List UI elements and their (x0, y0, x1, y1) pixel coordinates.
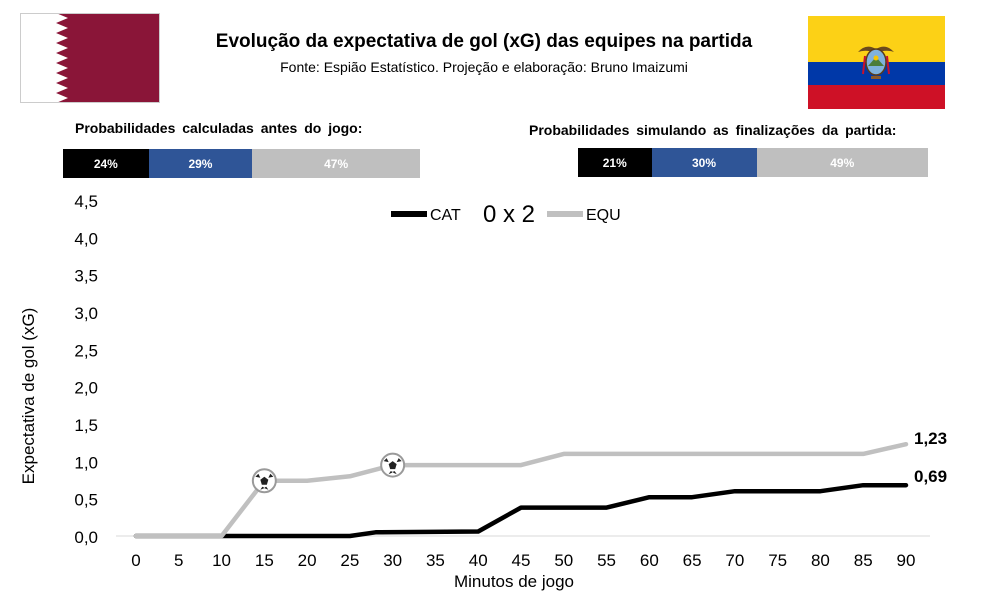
y-tick-label: 1,5 (74, 416, 98, 435)
x-tick-label: 70 (725, 551, 744, 570)
prob-before-seg-draw: 29% (148, 149, 253, 178)
x-tick-label: 20 (298, 551, 317, 570)
x-tick-label: 65 (683, 551, 702, 570)
goal-ball-icon (380, 452, 406, 478)
x-axis-label: Minutos de jogo (454, 572, 574, 591)
goal-ball-icon (251, 468, 277, 494)
chart-subtitle: Fonte: Espião Estatístico. Projeção e el… (280, 59, 688, 75)
prob-sim-bar: 21% 30% 49% (578, 148, 928, 177)
prob-sim-seg-draw: 30% (651, 148, 757, 177)
legend-label-equ: EQU (586, 207, 621, 224)
y-tick-label: 3,0 (74, 304, 98, 323)
x-tick-label: 80 (811, 551, 830, 570)
end-label-cat: 0,69 (914, 467, 947, 486)
chart-title: Evolução da expectativa de gol (xG) das … (215, 31, 753, 52)
prob-sim-seg-cat: 21% (578, 148, 652, 177)
prob-before-label: Probabilidades calculadas antes do jogo: (75, 120, 363, 136)
y-tick-label: 4,0 (74, 229, 98, 248)
end-label-equ: 1,23 (914, 429, 947, 448)
x-tick-label: 60 (640, 551, 659, 570)
x-tick-label: 75 (768, 551, 787, 570)
x-tick-label: 0 (131, 551, 140, 570)
x-tick-label: 25 (340, 551, 359, 570)
y-axis-label: Expectativa de gol (xG) (19, 308, 38, 485)
x-tick-label: 90 (897, 551, 916, 570)
ecuador-coat-of-arms (858, 46, 894, 79)
x-tick-label: 85 (854, 551, 873, 570)
prob-sim-label: Probabilidades simulando as finalizações… (529, 122, 897, 138)
x-tick-label: 10 (212, 551, 231, 570)
y-tick-label: 3,5 (74, 267, 98, 286)
y-tick-label: 0,0 (74, 528, 98, 547)
prob-before-seg-equ: 47% (252, 149, 421, 178)
y-tick-label: 2,0 (74, 379, 98, 398)
x-tick-label: 35 (426, 551, 445, 570)
x-tick-label: 45 (512, 551, 531, 570)
x-tick-label: 55 (597, 551, 616, 570)
x-tick-label: 15 (255, 551, 274, 570)
prob-sim-seg-equ: 49% (756, 148, 928, 177)
legend-label-cat: CAT (430, 207, 461, 224)
x-tick-label: 5 (174, 551, 183, 570)
x-tick-label: 50 (554, 551, 573, 570)
prob-before-bar: 24% 29% 47% (63, 149, 421, 178)
y-tick-label: 4,5 (74, 192, 98, 211)
y-tick-label: 2,5 (74, 341, 98, 360)
y-tick-label: 1,0 (74, 453, 98, 472)
ecuador-flag (808, 16, 945, 109)
x-tick-label: 40 (469, 551, 488, 570)
series-line-equ (133, 441, 909, 539)
prob-before-seg-cat: 24% (63, 149, 149, 178)
qatar-flag (20, 13, 160, 103)
score-label: 0 x 2 (483, 201, 535, 228)
x-tick-label: 30 (383, 551, 402, 570)
y-tick-label: 0,5 (74, 491, 98, 510)
series-line-cat (133, 482, 909, 539)
